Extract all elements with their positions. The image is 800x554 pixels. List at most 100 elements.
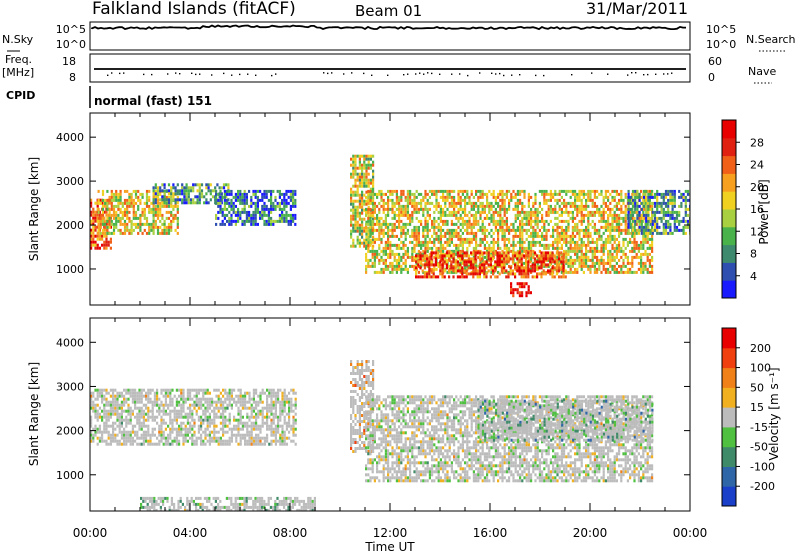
heatmap-cell	[237, 195, 240, 199]
heatmap-cell	[455, 249, 458, 253]
heatmap-cell	[215, 195, 218, 199]
heatmap-cell	[483, 260, 486, 264]
heatmap-cell	[422, 234, 425, 238]
heatmap-cell	[256, 222, 259, 226]
heatmap-cell	[638, 228, 641, 232]
heatmap-cell	[646, 240, 649, 244]
heatmap-cell	[522, 254, 525, 258]
heatmap-cell	[272, 204, 275, 208]
heatmap-cell	[159, 207, 162, 211]
heatmap-cell	[259, 210, 262, 214]
heatmap-cell	[167, 183, 171, 187]
heatmap-cell	[181, 192, 184, 196]
heatmap-cell	[629, 222, 632, 226]
heatmap-cell	[184, 397, 187, 401]
heatmap-cell	[411, 219, 414, 223]
heatmap-cell	[662, 216, 665, 220]
heatmap-cell	[398, 252, 401, 256]
heatmap-cell	[578, 228, 581, 232]
heatmap-cell	[615, 207, 618, 211]
heatmap-cell	[378, 261, 381, 265]
heatmap-cell	[120, 412, 123, 416]
power-x-minor-ticks	[89, 113, 691, 305]
heatmap-cell	[538, 240, 541, 244]
heatmap-cell	[510, 282, 513, 286]
heatmap-cell	[103, 388, 106, 392]
heatmap-cell	[613, 270, 616, 274]
heatmap-cell	[653, 228, 657, 232]
heatmap-cell	[503, 219, 506, 223]
heatmap-cell	[682, 195, 685, 199]
heatmap-cell	[369, 234, 372, 238]
heatmap-cell	[131, 439, 134, 443]
heatmap-cell	[145, 216, 149, 220]
heatmap-cell	[112, 397, 115, 401]
heatmap-cell	[121, 231, 124, 235]
heatmap-cell	[402, 246, 405, 250]
heatmap-cell	[358, 229, 361, 233]
heatmap-cell	[430, 251, 433, 255]
heatmap-cell	[356, 214, 359, 218]
heatmap-cell	[363, 181, 366, 185]
heatmap-cell	[551, 257, 554, 261]
heatmap-cell	[448, 240, 451, 244]
heatmap-cell	[483, 255, 486, 259]
heatmap-cell	[137, 204, 140, 208]
heatmap-cell	[501, 216, 504, 220]
heatmap-cell	[234, 198, 237, 202]
heatmap-cell	[254, 192, 257, 196]
heatmap-cell	[578, 255, 581, 259]
heatmap-cell	[259, 213, 262, 217]
heatmap-cell	[139, 228, 142, 232]
heatmap-cell	[243, 195, 246, 199]
heatmap-cell	[162, 409, 165, 413]
nsearch-label: N.Search	[746, 33, 796, 46]
heatmap-cell	[443, 260, 446, 264]
heatmap-cell	[637, 261, 640, 265]
heatmap-cell	[671, 204, 674, 208]
heatmap-cell	[459, 275, 462, 279]
heatmap-cell	[183, 189, 186, 193]
heatmap-cell	[656, 192, 659, 196]
heatmap-cell	[96, 430, 99, 434]
heatmap-cell	[156, 189, 160, 193]
heatmap-cell	[432, 275, 435, 279]
heatmap-cell	[420, 240, 423, 244]
heatmap-cell	[602, 240, 605, 244]
heatmap-cell	[463, 263, 466, 267]
heatmap-cell	[413, 204, 416, 208]
heatmap-cell	[439, 249, 442, 253]
heatmap-cell	[571, 237, 574, 241]
heatmap-cell	[466, 228, 469, 232]
heatmap-cell	[446, 195, 449, 199]
heatmap-cell	[99, 225, 102, 229]
heatmap-cell	[140, 394, 143, 398]
heatmap-cell	[634, 222, 637, 226]
heatmap-cell	[547, 263, 550, 267]
heatmap-cell	[571, 264, 574, 268]
heatmap-cell	[398, 267, 401, 271]
heatmap-cell	[512, 237, 515, 241]
heatmap-cell	[105, 424, 108, 428]
heatmap-cell	[633, 225, 636, 229]
heatmap-cell	[125, 409, 128, 413]
heatmap-cell	[620, 222, 623, 226]
heatmap-cell	[518, 251, 521, 255]
nsky-strip: N.Sky 10^5 10^0 10^5 10^0 N.Search	[2, 21, 796, 52]
heatmap-cell	[516, 251, 519, 255]
heatmap-cell	[653, 192, 657, 196]
heatmap-cell	[503, 263, 506, 267]
heatmap-cell	[463, 269, 466, 273]
heatmap-cell	[459, 263, 462, 267]
heatmap-cell	[475, 234, 478, 238]
heatmap-cell	[492, 246, 495, 250]
cpid-text: normal (fast) 151	[94, 94, 212, 108]
heatmap-cell	[591, 189, 594, 193]
heatmap-cell	[593, 225, 596, 229]
heatmap-cell	[230, 213, 233, 217]
heatmap-cell	[270, 216, 273, 220]
heatmap-cell	[445, 263, 448, 267]
heatmap-cell	[417, 219, 420, 223]
heatmap-cell	[441, 257, 444, 261]
heatmap-cell	[439, 204, 442, 208]
